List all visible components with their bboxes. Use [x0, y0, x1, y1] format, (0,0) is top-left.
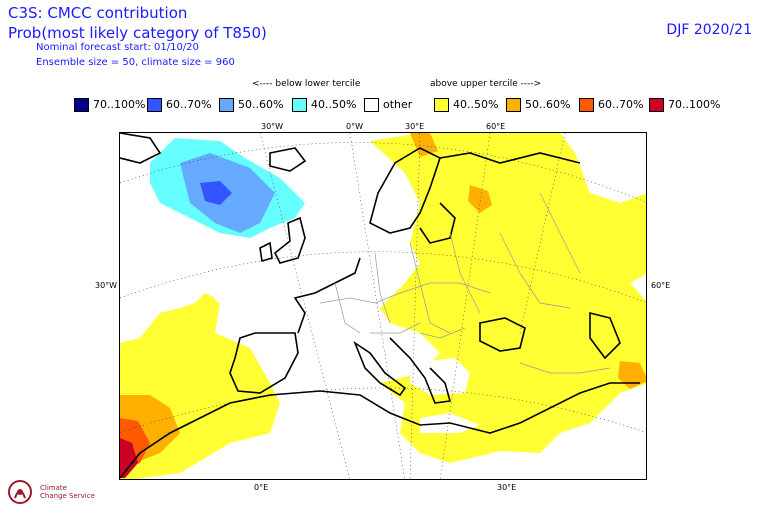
coast-morocco	[120, 402, 231, 479]
legend-label: 50..60%	[238, 98, 284, 111]
lon-label-top-30w: 30°W	[261, 122, 284, 131]
lon-label-top-0: 0°W	[346, 122, 363, 131]
coast-black-sea	[479, 317, 526, 352]
coast-iberia	[229, 332, 299, 394]
legend-label: 70..100%	[93, 98, 146, 111]
orange-region-east	[618, 361, 646, 389]
above-tercile-hint: above upper tercile ---->	[430, 79, 542, 89]
orange-region-mid	[468, 185, 492, 213]
coast-caspian	[589, 311, 621, 360]
white-hole-balkan	[410, 358, 470, 395]
lon-label-top-30e: 30°E	[405, 122, 425, 131]
red-region-sw	[120, 438, 138, 478]
orange-region-north	[410, 133, 438, 157]
yellow-region-north-patch	[180, 293, 215, 338]
coast-middle-east	[519, 382, 640, 424]
ensemble-size-text: Ensemble size = 50, climate size = 960	[36, 57, 235, 68]
legend-label: 40..50%	[453, 98, 499, 111]
coast-british-isles	[273, 216, 306, 264]
coast-arctic	[439, 152, 581, 164]
legend-label: 70..100%	[668, 98, 721, 111]
coast-scandinavia	[369, 147, 441, 234]
coast-balkans-greece	[389, 337, 452, 404]
lon-label-bottom-0: 0°E	[254, 483, 269, 492]
coast-ireland	[259, 241, 273, 263]
coast-greenland-tip	[120, 133, 162, 164]
legend-label: 60..70%	[598, 98, 644, 111]
legend-label: 40..50%	[311, 98, 357, 111]
title-line-2: Prob(most likely category of T850)	[8, 24, 267, 42]
blue-region-atlantic	[200, 181, 232, 205]
climate-change-service-logo: Climate Change Service	[4, 472, 114, 516]
lon-label-top-60e: 60°E	[486, 122, 506, 131]
legend-swatch	[579, 98, 594, 112]
legend-swatch	[74, 98, 89, 112]
legend-swatch	[147, 98, 162, 112]
country-borders	[319, 192, 611, 374]
coast-baltic	[419, 202, 456, 244]
legend-swatch	[506, 98, 521, 112]
logo-text-line-2: Change Service	[40, 492, 95, 500]
coast-north-africa	[229, 390, 521, 434]
legend-label: 50..60%	[525, 98, 571, 111]
yellow-region-east	[370, 133, 646, 463]
forecast-start-text: Nominal forecast start: 01/10/20	[36, 42, 199, 53]
probability-map	[119, 132, 647, 480]
legend-swatch	[649, 98, 664, 112]
legend-swatch	[219, 98, 234, 112]
lat-label-right-60e: 60°E	[651, 281, 671, 290]
title-line-1: C3S: CMCC contribution	[8, 4, 188, 22]
lon-label-bottom-30e: 30°E	[497, 483, 517, 492]
legend-label: other	[383, 98, 413, 111]
map-canvas	[120, 133, 646, 479]
legend-swatch	[292, 98, 307, 112]
coast-iceland	[269, 147, 307, 172]
below-tercile-hint: <---- below lower tercile	[252, 79, 361, 89]
logo-text-line-1: Climate	[40, 484, 67, 492]
upper-tercile-regions	[120, 133, 646, 479]
logo-mark	[8, 480, 32, 504]
legend-swatch	[364, 98, 379, 112]
legend-swatch	[434, 98, 449, 112]
coastlines	[120, 133, 640, 479]
season-label: DJF 2020/21	[666, 22, 752, 38]
coast-italy	[353, 340, 407, 397]
lat-label-left-30w: 30°W	[95, 281, 118, 290]
coast-france-benelux	[293, 257, 361, 334]
legend-label: 60..70%	[166, 98, 212, 111]
lower-tercile-regions	[150, 138, 305, 238]
